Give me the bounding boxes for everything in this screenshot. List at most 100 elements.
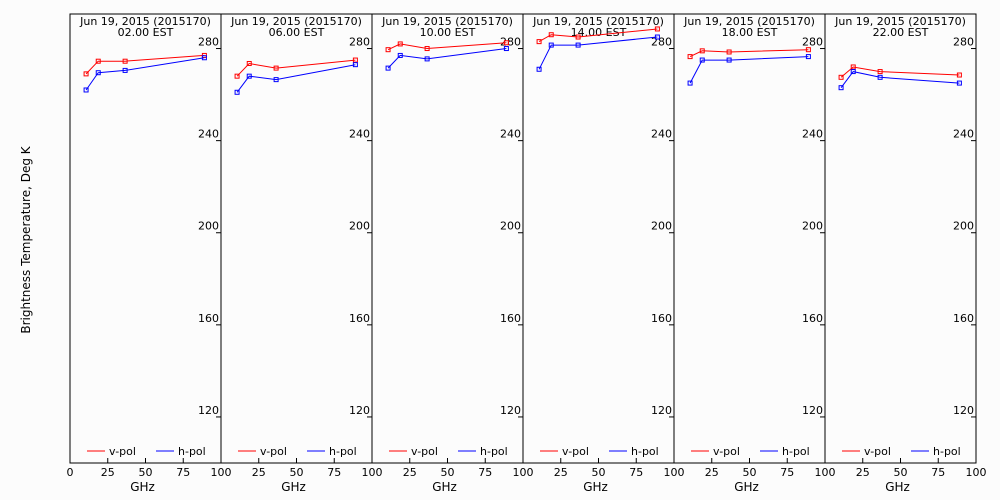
data-point-h-pol <box>246 73 252 79</box>
data-point-h-pol <box>503 46 509 52</box>
x-axis-label: GHz <box>281 480 306 494</box>
legend-label-h-pol: h-pol <box>933 445 961 458</box>
legend-label-v-pol: v-pol <box>260 445 287 458</box>
data-point-h-pol <box>273 77 279 83</box>
legend-label-v-pol: v-pol <box>713 445 740 458</box>
y-tick-label: 120 <box>651 404 672 417</box>
data-point-h-pol <box>654 34 660 40</box>
panel-title: Jun 19, 2015 (2015170) <box>834 15 966 28</box>
x-tick-label: 50 <box>894 466 908 479</box>
data-point-v-pol <box>548 32 554 38</box>
x-tick-label: 75 <box>629 466 643 479</box>
panel-subtitle: 18.00 EST <box>722 26 778 39</box>
data-point-v-pol <box>352 57 358 63</box>
panel-subtitle: 02.00 EST <box>118 26 174 39</box>
series-line-h-pol <box>85 57 205 91</box>
data-point-v-pol <box>424 46 430 52</box>
series-line-h-pol <box>840 71 960 89</box>
y-tick-label: 240 <box>500 128 521 141</box>
panel-subtitle: 10.00 EST <box>420 26 476 39</box>
y-tick-label: 200 <box>651 220 672 233</box>
x-axis-label: GHz <box>734 480 759 494</box>
x-axis-label: GHz <box>583 480 608 494</box>
legend-label-h-pol: h-pol <box>782 445 810 458</box>
y-tick-label: 280 <box>802 36 823 49</box>
data-point-h-pol <box>877 74 883 80</box>
y-tick-label: 160 <box>198 312 219 325</box>
y-tick-label: 200 <box>500 220 521 233</box>
data-point-h-pol <box>536 66 542 72</box>
y-tick-label: 240 <box>802 128 823 141</box>
data-point-v-pol <box>838 74 844 80</box>
data-point-v-pol <box>246 61 252 67</box>
chart-panel-3: Jun 19, 2015 (2015170)10.00 EST 120 160 200… <box>371 13 534 494</box>
y-tick-label: 200 <box>802 220 823 233</box>
panel-title: Jun 19, 2015 (2015170) <box>230 15 362 28</box>
series-line-h-pol <box>689 56 809 84</box>
x-tick-label: 75 <box>478 466 492 479</box>
x-tick-label: 75 <box>931 466 945 479</box>
data-point-v-pol <box>503 40 509 46</box>
y-tick-label: 280 <box>953 36 974 49</box>
y-tick-label: 120 <box>953 404 974 417</box>
chart-panel-6: Jun 19, 2015 (2015170)22.00 EST 120 160 200… <box>824 13 987 494</box>
x-tick-label: 100 <box>362 466 383 479</box>
data-point-v-pol <box>273 65 279 71</box>
y-axis-label: Brightness Temperature, Deg K <box>19 145 33 333</box>
data-point-v-pol <box>385 47 391 53</box>
y-tick-label: 280 <box>349 36 370 49</box>
series-line-v-pol <box>538 28 658 43</box>
x-tick-label: 50 <box>290 466 304 479</box>
x-tick-label: 75 <box>327 466 341 479</box>
x-tick-label: 25 <box>554 466 568 479</box>
series-line-h-pol <box>236 64 356 93</box>
data-point-v-pol <box>687 54 693 60</box>
legend-label-v-pol: v-pol <box>864 445 891 458</box>
x-tick-label: 100 <box>966 466 987 479</box>
y-tick-label: 200 <box>198 220 219 233</box>
y-tick-label: 160 <box>500 312 521 325</box>
series-line-v-pol <box>85 54 205 75</box>
x-tick-label: 25 <box>101 466 115 479</box>
y-tick-label: 280 <box>198 36 219 49</box>
y-tick-label: 160 <box>953 312 974 325</box>
data-point-h-pol <box>548 42 554 48</box>
x-tick-label: 100 <box>664 466 685 479</box>
series-line-h-pol <box>538 36 658 70</box>
y-tick-label: 240 <box>349 128 370 141</box>
panel-title: Jun 19, 2015 (2015170) <box>683 15 815 28</box>
x-axis-label: GHz <box>885 480 910 494</box>
y-tick-label: 160 <box>802 312 823 325</box>
data-point-h-pol <box>850 69 856 75</box>
x-tick-label: 25 <box>252 466 266 479</box>
data-point-v-pol <box>95 58 101 64</box>
data-point-v-pol <box>83 71 89 77</box>
data-point-h-pol <box>385 65 391 71</box>
y-tick-label: 160 <box>349 312 370 325</box>
chart-panel-5: Jun 19, 2015 (2015170)18.00 EST 120 160 200… <box>673 13 836 494</box>
panel-subtitle: 22.00 EST <box>873 26 929 39</box>
data-point-h-pol <box>83 87 89 93</box>
panel-title: Jun 19, 2015 (2015170) <box>79 15 211 28</box>
x-axis-label: GHz <box>130 480 155 494</box>
data-point-v-pol <box>234 73 240 79</box>
series-line-v-pol <box>689 49 809 58</box>
y-tick-label: 120 <box>198 404 219 417</box>
y-tick-label: 200 <box>953 220 974 233</box>
legend-label-h-pol: h-pol <box>631 445 659 458</box>
data-point-v-pol <box>122 58 128 64</box>
data-point-v-pol <box>877 69 883 75</box>
chart-panel-4: Jun 19, 2015 (2015170)14.00 EST 120 160 200… <box>522 13 685 494</box>
data-point-h-pol <box>575 42 581 48</box>
data-point-h-pol <box>838 85 844 91</box>
chart-panel-1: Jun 19, 2015 (2015170)02.00 EST 120 160 200… <box>67 13 232 494</box>
y-tick-label: 120 <box>802 404 823 417</box>
y-tick-label: 120 <box>500 404 521 417</box>
y-tick-label: 280 <box>500 36 521 49</box>
legend-label-h-pol: h-pol <box>329 445 357 458</box>
data-point-v-pol <box>575 34 581 40</box>
x-tick-label: 25 <box>856 466 870 479</box>
panel-subtitle: 14.00 EST <box>571 26 627 39</box>
